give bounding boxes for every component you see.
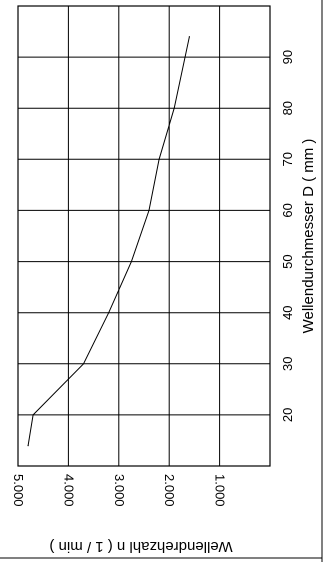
x-axis-title: Wellendurchmesser D ( mm ): [300, 139, 317, 334]
series-point: [82, 363, 85, 365]
y-tick-label: 1.000: [213, 474, 228, 507]
series-point: [130, 261, 132, 263]
y-tick-label: 2.000: [162, 474, 177, 507]
x-tick-label: 50: [280, 254, 295, 268]
y-axis-title: Wellendrehzahl n ( 1 / min ): [49, 538, 232, 555]
x-tick-label: 70: [280, 152, 295, 166]
series-point: [173, 107, 175, 109]
series-line-0: [27, 36, 190, 446]
y-tick-label: 5.000: [11, 474, 26, 507]
series-point: [188, 36, 190, 38]
series-point: [108, 312, 110, 314]
x-tick-label: 60: [280, 203, 295, 217]
series-layer: [27, 36, 190, 447]
x-tick-label: 90: [280, 50, 295, 64]
x-tick-labels: 20 30 40 50 60 70 80 90: [280, 50, 295, 422]
series-point: [32, 414, 34, 416]
series-point: [158, 158, 160, 160]
x-tick-label: 20: [280, 408, 295, 422]
y-tick-label: 3.000: [112, 474, 127, 507]
grid: [18, 6, 270, 466]
x-tick-label: 30: [280, 357, 295, 371]
x-tick-label: 80: [280, 101, 295, 115]
plot-frame: [17, 5, 271, 467]
series-point: [27, 445, 29, 447]
y-tick-labels: 5.000 4.000 3.000 2.000 1.000: [11, 474, 228, 507]
x-tick-label: 40: [280, 305, 295, 319]
series-point: [148, 209, 150, 211]
y-tick-label: 4.000: [61, 474, 76, 507]
